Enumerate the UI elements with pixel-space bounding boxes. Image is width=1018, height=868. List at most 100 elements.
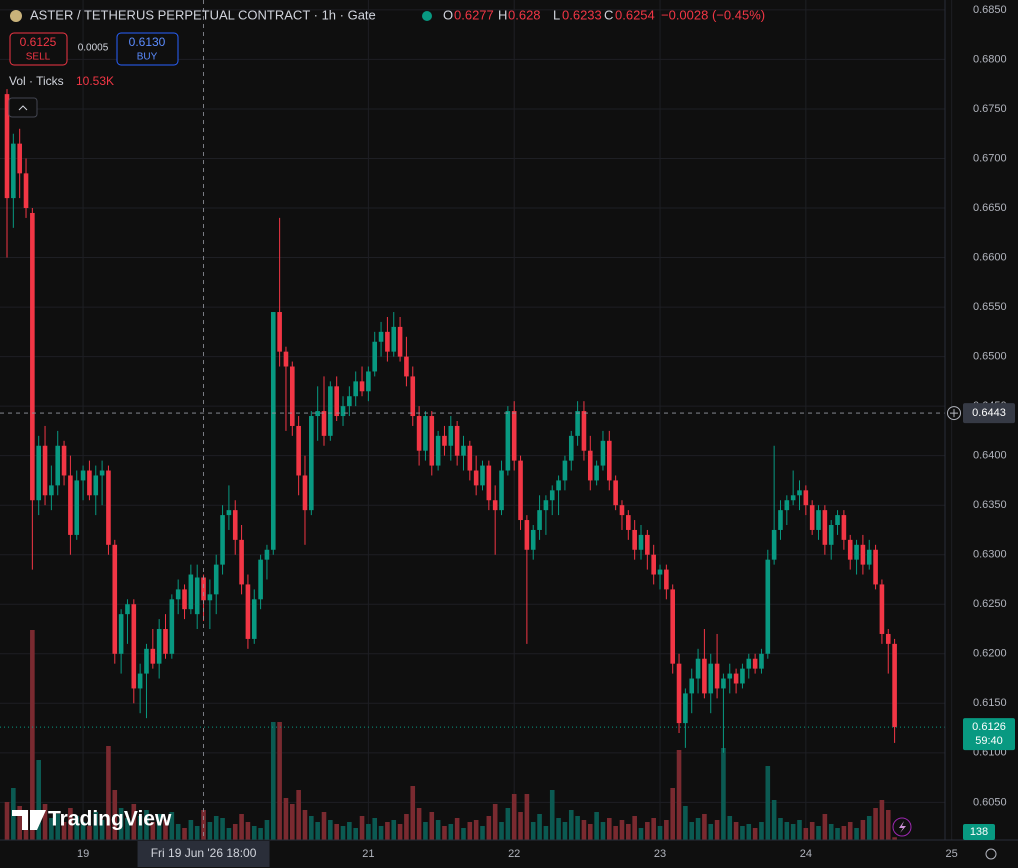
candle-body [790, 495, 796, 501]
candle-body [42, 445, 48, 496]
y-tick-label: 0.6500 [973, 351, 1007, 363]
last-price: 0.6126 [972, 721, 1006, 733]
candle-body [372, 341, 378, 372]
candle-body [581, 411, 587, 451]
volume-bar [626, 824, 631, 840]
volume-bar [423, 822, 428, 840]
candle-body [30, 212, 35, 501]
volume-bar [600, 822, 606, 840]
y-tick-label: 0.6250 [973, 598, 1007, 610]
candle-body [530, 529, 536, 550]
volume-bar [258, 828, 263, 840]
volume-bar [480, 826, 485, 840]
x-tick-label: 19 [77, 848, 89, 860]
candle-body [11, 143, 16, 199]
ohlc-value: 0.6233 [562, 7, 602, 22]
settings-icon[interactable] [985, 848, 997, 860]
candle-body [283, 351, 289, 367]
candle-body [568, 435, 574, 461]
candle-body [727, 673, 733, 679]
volume-bar [638, 828, 644, 840]
volume-bar [556, 818, 561, 840]
volume-bar [784, 822, 790, 840]
y-tick-label: 0.6050 [973, 796, 1007, 808]
symbol-title: ASTER / TETHERUS PERPETUAL CONTRACT · 1h… [30, 7, 376, 22]
add-alert-icon [950, 409, 958, 418]
volume-tag [963, 824, 995, 840]
candle-body [378, 331, 384, 342]
sell-label[interactable]: SELL [26, 52, 51, 63]
volume-bar [17, 806, 22, 840]
sell-price[interactable]: 0.6125 [20, 35, 57, 49]
volume-bar [537, 814, 542, 840]
logo-icon [12, 810, 46, 830]
candle-body [587, 450, 593, 481]
volume-bar [847, 822, 853, 840]
candle-body [93, 475, 99, 496]
buy-label[interactable]: BUY [137, 52, 158, 63]
candle-body [137, 673, 143, 689]
ohlc-letter: O [443, 7, 453, 22]
volume-bar [581, 820, 587, 840]
candle-body [397, 326, 403, 357]
candle-body [258, 559, 263, 600]
volume-bar [683, 806, 688, 840]
candle-body [556, 480, 561, 491]
volume-last: 138 [970, 826, 988, 838]
volume-bar [182, 828, 187, 840]
volume-bar [752, 828, 758, 840]
volume-bar [378, 826, 384, 840]
collapse-button[interactable] [8, 97, 38, 118]
volume-bar [156, 814, 162, 840]
candle-body [835, 515, 840, 525]
candle-body [873, 549, 878, 585]
x-tick-label: 23 [654, 848, 666, 860]
last-price-tag [963, 718, 1015, 751]
volume-bar [530, 822, 536, 840]
volume-bar [866, 816, 872, 840]
volume-bar [391, 820, 397, 840]
sell-button[interactable] [9, 32, 68, 66]
volume-bar [670, 788, 675, 840]
x-tick-label: 25 [946, 848, 958, 860]
candle-body [239, 539, 244, 585]
volume-bar [144, 810, 149, 840]
candle-body [49, 485, 54, 496]
volume-bar [277, 722, 282, 840]
volume-bar [892, 837, 897, 840]
volume-bar [137, 816, 143, 840]
volume-bar [511, 794, 517, 840]
candle-body [296, 425, 301, 476]
volume-bar [175, 824, 181, 840]
volume-bar [873, 808, 878, 840]
lightning-icon[interactable] [899, 821, 906, 833]
collapse-icon[interactable] [18, 105, 28, 111]
buy-price[interactable]: 0.6130 [129, 35, 166, 49]
candle-body [442, 435, 447, 446]
volume-bar [125, 818, 130, 840]
countdown: 59:40 [975, 735, 1003, 747]
volume-bar [454, 818, 460, 840]
candle-body [841, 515, 847, 540]
volume-bar [232, 824, 238, 840]
volume-value: 10.53K [76, 74, 114, 88]
crosshair-time-tag [137, 841, 270, 867]
volume-bar [353, 828, 358, 840]
candle-body [492, 500, 498, 511]
lightning-button[interactable] [892, 817, 912, 837]
buy-button[interactable] [116, 32, 179, 66]
candle-body [626, 515, 631, 530]
volume-bar [695, 818, 701, 840]
candle-body [423, 416, 428, 451]
y-tick-label: 0.6750 [973, 103, 1007, 115]
volume-bar [93, 812, 99, 840]
volume-bar [283, 798, 289, 840]
candle-body [695, 658, 701, 679]
candle-body [778, 510, 783, 530]
volume-bar [708, 824, 714, 840]
change: −0.0028 (−0.45%) [661, 7, 765, 22]
candle-body [600, 440, 606, 466]
volume-bar [746, 824, 752, 840]
candle-body [55, 445, 61, 486]
volume-bar [759, 822, 764, 840]
